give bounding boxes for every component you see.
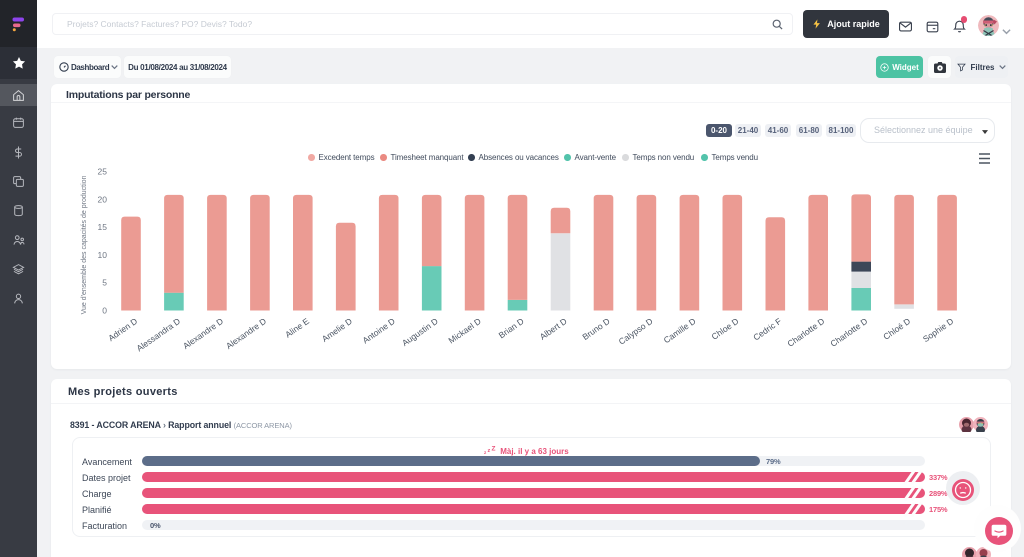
svg-text:Brian D: Brian D [497,316,526,340]
svg-text:Bruno D: Bruno D [580,316,611,342]
svg-text:Charlotte D: Charlotte D [785,316,826,349]
svg-text:15: 15 [98,222,108,232]
svg-text:Aline E: Aline E [283,316,311,340]
svg-text:Chloé D: Chloé D [881,316,912,342]
svg-text:z: z [488,448,491,454]
svg-text:Amelie D: Amelie D [320,316,354,344]
svg-text:Albert D: Albert D [538,316,569,342]
svg-text:Mickael D: Mickael D [446,316,482,346]
svg-text:Vue d'ensemble des capacités d: Vue d'ensemble des capacités de producti… [81,175,88,314]
svg-text:Camille D: Camille D [662,316,698,345]
svg-text:Augustin D: Augustin D [400,316,440,348]
svg-text:Cedric F: Cedric F [751,316,783,343]
svg-text:25: 25 [98,167,108,177]
svg-text:Antoine D: Antoine D [361,316,397,346]
svg-text:Alexandre D: Alexandre D [224,316,268,351]
svg-text:Alessandra D: Alessandra D [135,316,183,353]
svg-text:Chloe D: Chloe D [710,316,741,342]
svg-text:Z: Z [492,446,496,453]
svg-text:10: 10 [98,250,108,260]
svg-text:5: 5 [102,278,107,288]
svg-text:20: 20 [98,194,108,204]
svg-text:Alexandre D: Alexandre D [181,316,225,351]
svg-text:Calypso D: Calypso D [617,316,655,347]
svg-text:Sophie D: Sophie D [921,316,955,344]
svg-text:0: 0 [102,306,107,316]
svg-text:Charlotte D: Charlotte D [828,316,869,349]
svg-text:Adrien D: Adrien D [106,316,139,343]
svg-text:z: z [484,450,487,455]
